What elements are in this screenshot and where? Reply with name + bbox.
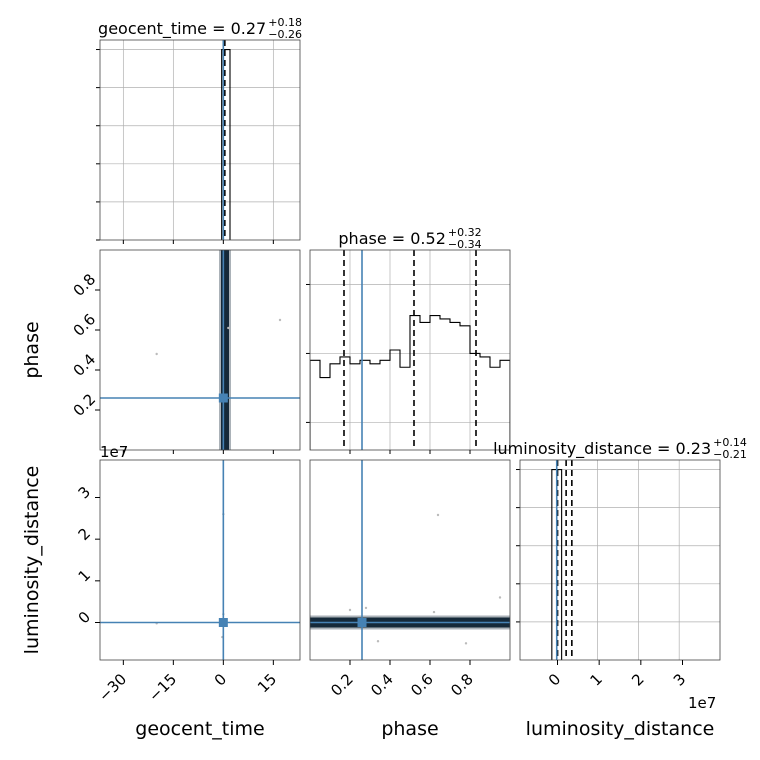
panel-border: [309, 249, 511, 451]
x-tick-label-luminosity_distance: 2: [628, 670, 647, 689]
y-tick-label-luminosity_distance: 1: [75, 566, 94, 585]
panel-title: phase = 0.52 +0.32−0.34: [338, 226, 481, 251]
title-sup: +0.14: [713, 436, 747, 449]
x-tick-label-luminosity_distance: 1: [587, 670, 606, 689]
y-tick-label-phase: 0.6: [70, 310, 100, 340]
panel-plot-area: [100, 40, 300, 240]
x-tick-label-geocent_time: 0: [211, 670, 230, 689]
offset-label-x: 1e7: [688, 694, 716, 712]
scatter-point: [227, 326, 230, 330]
x-tick-label-geocent_time: −30: [95, 670, 130, 705]
x-axis-label-geocent_time: geocent_time: [135, 718, 264, 740]
panel-title: geocent_time = 0.27 +0.18−0.26: [98, 16, 302, 41]
x-tick-label-luminosity_distance: 3: [670, 670, 689, 689]
panel-plot-area: [520, 460, 720, 660]
scatter-point: [464, 642, 468, 645]
offset-label-y: 1e7: [100, 443, 128, 461]
scatter-point: [364, 606, 368, 610]
y-tick-label-luminosity_distance: 3: [75, 483, 94, 502]
x-axis-label-phase: phase: [381, 718, 438, 740]
y-tick-label-phase: 0.8: [70, 270, 100, 300]
scatter-point: [498, 596, 502, 599]
title-text: phase = 0.52: [338, 229, 445, 248]
y-tick-label-phase: 0.2: [70, 390, 100, 420]
scatter-point: [432, 610, 436, 614]
panel-plot-area: [100, 460, 300, 660]
scatter-point: [278, 318, 282, 322]
panel-diag-geocent_time: geocent_time = 0.27 +0.18−0.26: [96, 16, 302, 241]
histogram-geocent_time: [221, 48, 231, 240]
panel-plot-area: [310, 460, 510, 660]
density-band: [221, 250, 229, 450]
x-tick-label-geocent_time: 15: [254, 670, 280, 696]
panel-geocent_time-vs-luminosity_distance: [99, 459, 301, 661]
panel-diag-phase: phase = 0.52 +0.32−0.34: [306, 226, 511, 451]
x-tick-label-luminosity_distance: 0: [545, 670, 564, 689]
scatter-point: [376, 640, 380, 643]
panel-border: [99, 39, 301, 241]
title-sub: −0.34: [448, 238, 482, 251]
title-text: luminosity_distance = 0.23: [493, 439, 711, 459]
y-axis-label-phase: phase: [21, 321, 43, 378]
y-tick-label-phase: 0.4: [70, 350, 100, 380]
title-sub: −0.26: [268, 28, 302, 41]
panel-border: [99, 249, 301, 451]
x-tick-label-phase: 0.6: [407, 670, 437, 700]
title-sup: +0.32: [448, 226, 482, 239]
panel-border: [99, 459, 301, 661]
panel-plot-area: [100, 250, 300, 450]
y-axis-label-luminosity_distance: luminosity_distance: [21, 466, 43, 655]
y-tick-label-luminosity_distance: 2: [75, 524, 94, 543]
title-text: geocent_time = 0.27: [98, 19, 266, 39]
panel-geocent_time-vs-phase: [99, 249, 301, 451]
histogram-phase: [310, 314, 510, 450]
scatter-point: [155, 352, 158, 356]
panel-border: [519, 459, 721, 661]
histogram-luminosity_distance: [551, 468, 563, 660]
panel-diag-luminosity_distance: luminosity_distance = 0.23 +0.14−0.21: [493, 436, 747, 661]
y-tick-label-luminosity_distance: 0: [75, 608, 94, 627]
x-tick-label-phase: 0.4: [367, 670, 397, 700]
panel-plot-area: [310, 250, 510, 450]
scatter-point: [436, 513, 440, 517]
truth-marker: [218, 618, 228, 627]
scatter-point: [348, 608, 352, 612]
title-sub: −0.21: [713, 448, 747, 461]
panel-border: [309, 459, 511, 661]
panel-title: luminosity_distance = 0.23 +0.14−0.21: [493, 436, 747, 461]
x-tick-label-phase: 0.2: [327, 670, 357, 700]
x-axis-label-luminosity_distance: luminosity_distance: [526, 718, 715, 740]
x-tick-label-geocent_time: −15: [145, 670, 180, 705]
x-tick-label-phase: 0.8: [447, 670, 477, 700]
truth-marker: [218, 393, 228, 403]
truth-marker: [357, 618, 367, 627]
panel-phase-vs-luminosity_distance: [309, 459, 511, 661]
density-halo: [219, 250, 231, 450]
title-sup: +0.18: [268, 16, 302, 29]
